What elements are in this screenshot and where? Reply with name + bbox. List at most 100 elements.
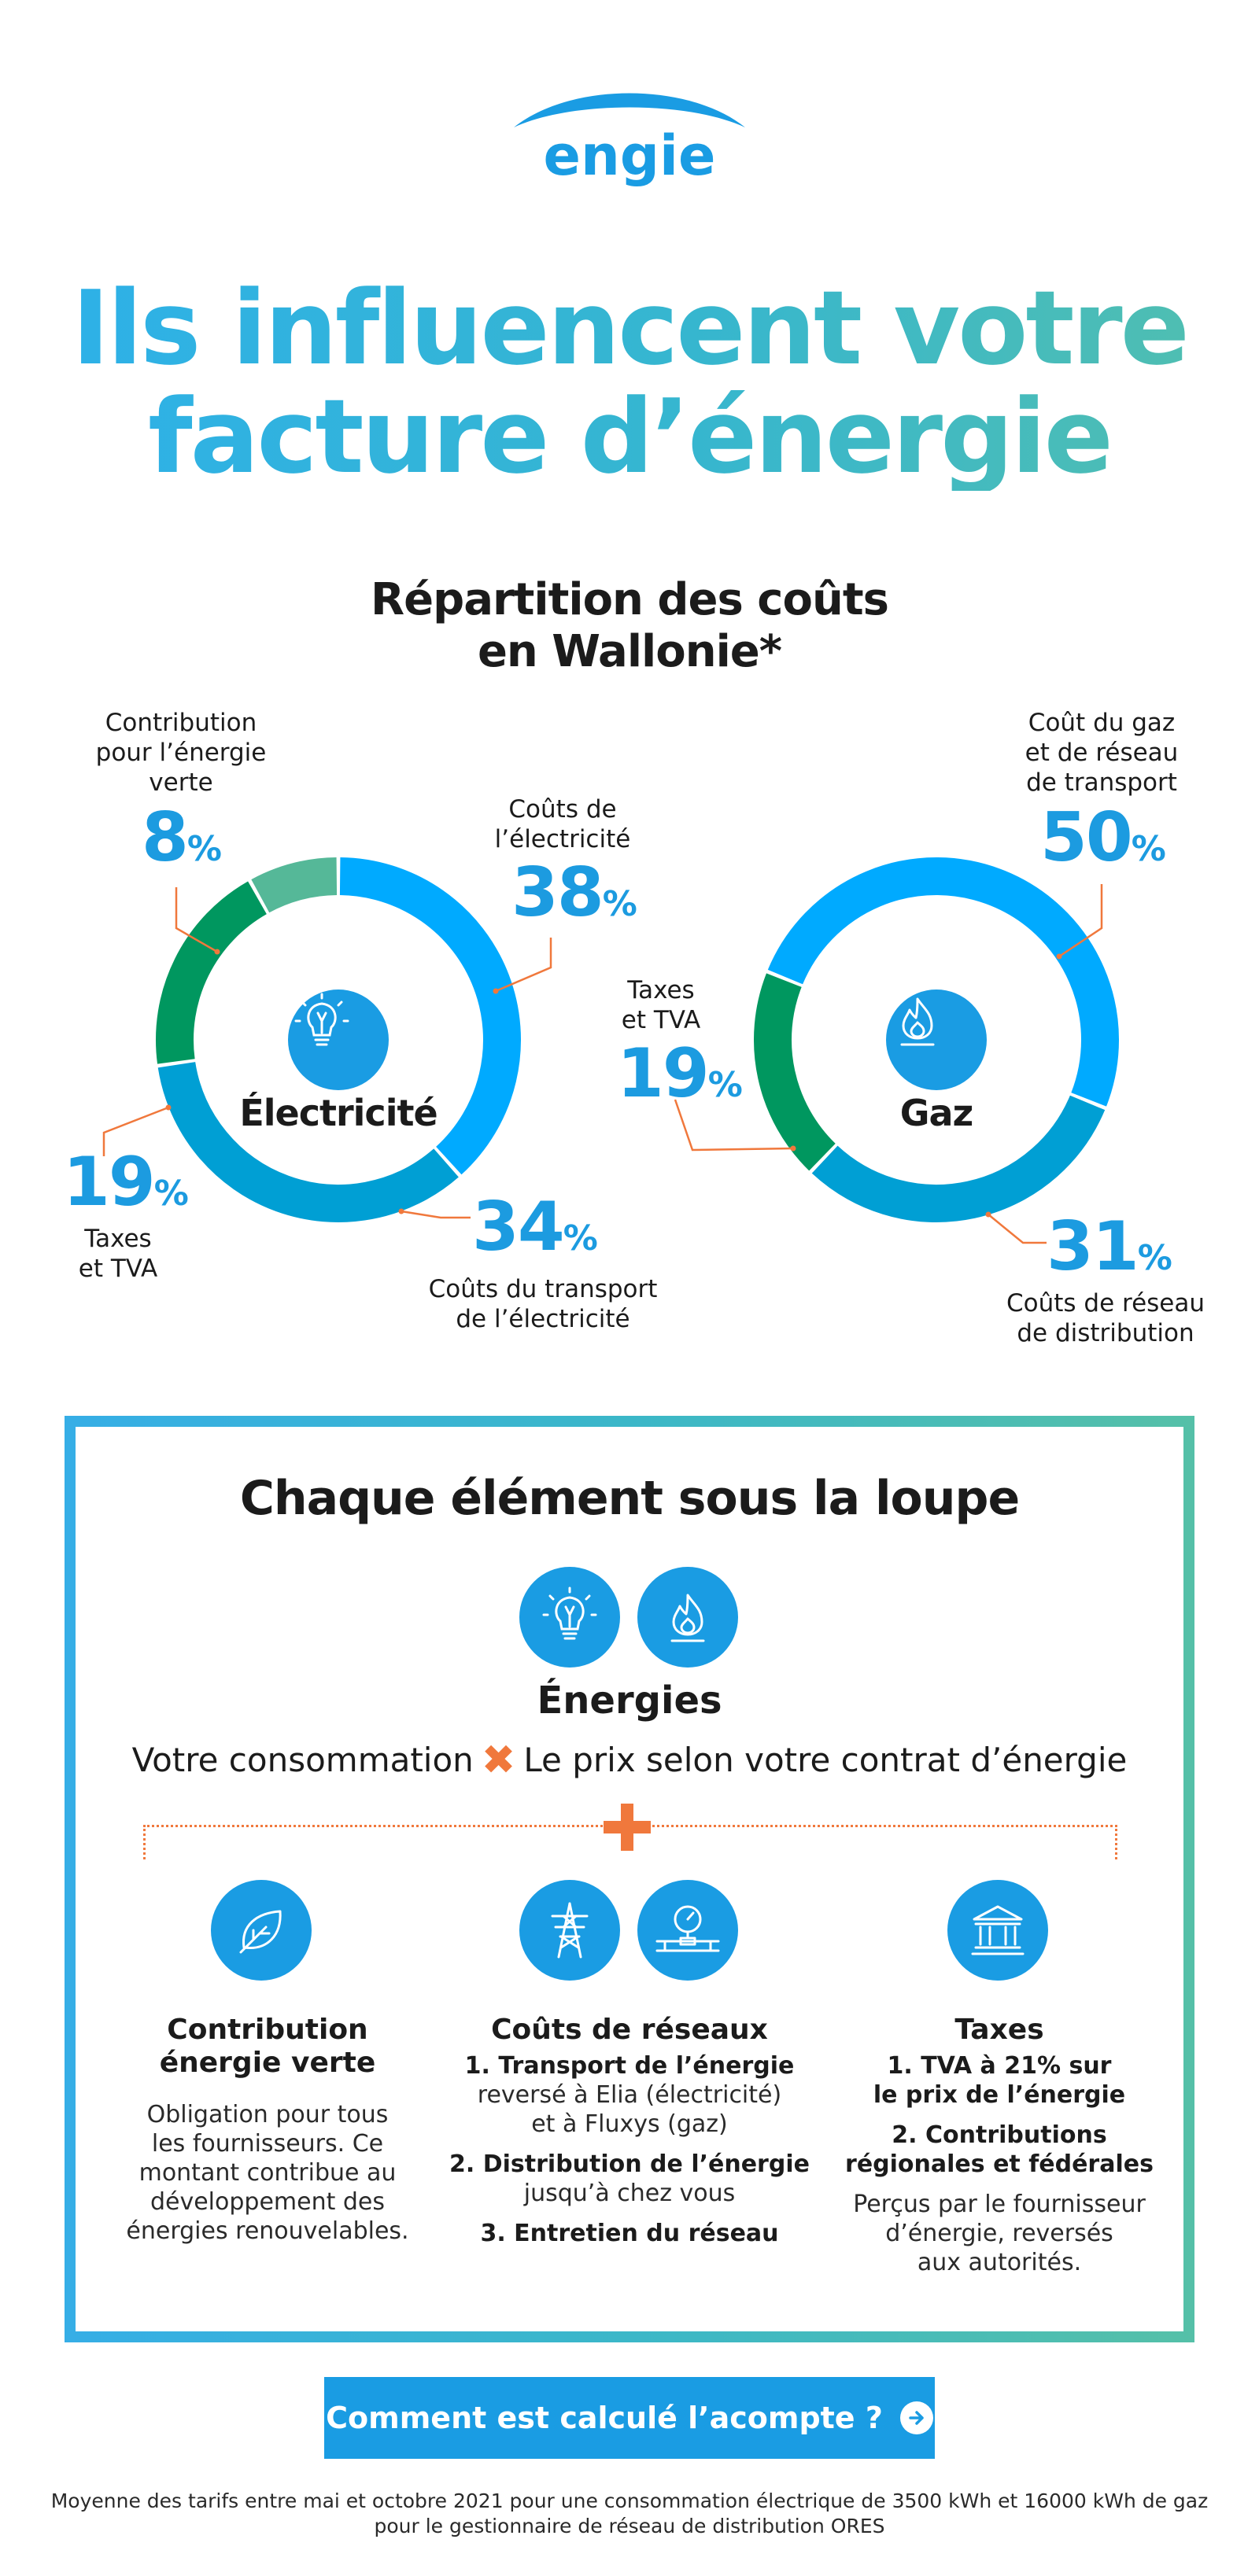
headline-line-1: Ils influencent votre xyxy=(72,268,1187,388)
label-line: de transport xyxy=(1026,768,1177,797)
label-line: de l’électricité xyxy=(456,1305,630,1333)
taxes-column: Taxes 1. TVA à 21% sur le prix de l’éner… xyxy=(834,2014,1165,2277)
text-line: montant contribue au xyxy=(138,2159,397,2187)
label-line: Contribution xyxy=(105,709,257,737)
text-line: d’énergie, reversés xyxy=(885,2220,1113,2247)
value-number: 50 xyxy=(1040,798,1133,877)
elec-green-contribution-label: Contribution pour l’énergie verte xyxy=(87,708,275,798)
elec-taxes-value: 19% xyxy=(63,1147,189,1229)
cta-label: Comment est calculé l’acompte ? xyxy=(326,2401,883,2435)
elec-taxes-label: Taxes et TVA xyxy=(63,1224,173,1284)
cost-breakdown-charts: Électricité Gaz Contribution pour l’éner… xyxy=(0,692,1259,1376)
transport-item-title: 1. Transport de l’énergie xyxy=(464,2052,795,2080)
footnote: Moyenne des tarifs entre mai et octobre … xyxy=(0,2489,1259,2539)
elec-cost-leader-dot xyxy=(493,988,499,994)
text-line: 2. Contributions xyxy=(892,2121,1107,2149)
government-building-icon xyxy=(947,1880,1048,1981)
gas-donut-segment-2 xyxy=(754,973,836,1171)
gas-distribution-value: 31% xyxy=(1047,1211,1172,1294)
title-line: Contribution xyxy=(167,2014,368,2046)
elec-green-leader-dot xyxy=(214,949,220,955)
taxes-title: Taxes xyxy=(954,2014,1044,2046)
value-number: 38 xyxy=(511,853,604,932)
gas-donut-segment-1 xyxy=(811,1095,1106,1222)
headline-line-2: facture d’énergie xyxy=(148,377,1111,496)
gas-cost-leader xyxy=(1058,884,1103,958)
percent-sign: % xyxy=(1137,1238,1172,1278)
elec-cost-value: 38% xyxy=(511,857,637,940)
chart-section-title: Répartition des coûts en Wallonie* xyxy=(0,574,1259,678)
formula-left: Votre consommation xyxy=(131,1741,474,1779)
gas-distribution-leader xyxy=(988,1214,1047,1244)
subhead-line-2: en Wallonie* xyxy=(477,626,782,677)
gas-donut-segment-0 xyxy=(767,857,1119,1107)
multiply-icon: ✖ xyxy=(481,1737,516,1784)
elec-green-contribution-value: 8% xyxy=(142,802,222,885)
footnote-line-1: Moyenne des tarifs entre mai et octobre … xyxy=(50,2489,1209,2512)
text-line: énergies renouvelables. xyxy=(126,2217,409,2245)
label-line: l’électricité xyxy=(494,825,631,853)
elec-transport-leader-dot xyxy=(398,1208,404,1214)
electricity-donut-segment-3 xyxy=(251,857,338,913)
plus-icon xyxy=(604,1804,651,1851)
label-line: de distribution xyxy=(1017,1319,1194,1347)
subhead-line-1: Répartition des coûts xyxy=(371,574,889,625)
value-number: 31 xyxy=(1047,1207,1139,1286)
label-line: et de réseau xyxy=(1025,739,1179,767)
label-line: et TVA xyxy=(621,1006,701,1034)
text-line: jusqu’à chez vous xyxy=(523,2180,736,2207)
gas-taxes-leader-dot xyxy=(790,1145,796,1152)
percent-sign: % xyxy=(186,829,222,869)
percent-sign: % xyxy=(563,1218,598,1259)
pylon-icon xyxy=(519,1880,620,1981)
gas-cost-leader-dot xyxy=(1056,953,1062,960)
gas-distribution-label: Coûts de réseau de distribution xyxy=(984,1288,1228,1348)
elec-transport-label: Coûts du transport de l’électricité xyxy=(393,1274,692,1334)
network-costs-column: Coûts de réseaux 1. Transport de l’énerg… xyxy=(441,2014,818,2248)
contribution-column: Contribution énergie verte Obligation po… xyxy=(118,2014,417,2246)
gas-cost-value: 50% xyxy=(1040,802,1166,885)
text-line: aux autorités. xyxy=(917,2249,1082,2276)
label-line: Taxes xyxy=(84,1225,152,1253)
gas-meter-icon xyxy=(637,1880,738,1981)
gas-taxes-leader xyxy=(674,1099,794,1152)
arrow-right-icon xyxy=(899,2401,933,2434)
contribution-title: Contribution énergie verte xyxy=(118,2014,417,2080)
energies-formula: Votre consommation ✖ Le prix selon votre c… xyxy=(0,1734,1259,1784)
elec-cost-label: Coûts de l’électricité xyxy=(468,794,657,854)
electricity-donut-segment-0 xyxy=(339,857,521,1175)
distribution-item-title: 2. Distribution de l’énergie xyxy=(449,2150,810,2178)
details-title: Chaque élément sous la loupe xyxy=(239,1471,1020,1526)
flame-icon xyxy=(886,989,987,1090)
label-line: Coûts de réseau xyxy=(1006,1289,1205,1317)
text-line: 1. TVA à 21% sur xyxy=(887,2052,1112,2080)
elec-taxes-leader-dot xyxy=(165,1104,172,1111)
percent-sign: % xyxy=(153,1174,189,1214)
elec-green-leader xyxy=(175,887,218,953)
donut-charts xyxy=(102,857,1119,1244)
electricity-chart-title: Électricité xyxy=(239,1092,438,1134)
leaf-icon xyxy=(211,1880,312,1981)
label-line: et TVA xyxy=(78,1255,158,1283)
text-line: Obligation pour tous xyxy=(146,2101,389,2128)
text-line: développement des xyxy=(150,2188,386,2216)
text-line: reversé à Elia (électricité) xyxy=(477,2081,782,2109)
maintenance-item-title: 3. Entretien du réseau xyxy=(480,2220,779,2247)
logo-text: engie xyxy=(544,123,716,188)
label-line: Coûts de xyxy=(508,795,617,824)
deposit-calculation-button[interactable]: Comment est calculé l’acompte ? xyxy=(324,2377,935,2459)
elec-cost-leader xyxy=(495,938,552,993)
gas-cost-label: Coût du gaz et de réseau de transport xyxy=(999,708,1204,798)
text-line: Perçus par le fournisseur xyxy=(853,2191,1146,2218)
footnote-line-2: pour le gestionnaire de réseau de distri… xyxy=(374,2515,885,2537)
network-costs-title: Coûts de réseaux xyxy=(491,2014,768,2046)
percent-sign: % xyxy=(707,1065,743,1105)
flame-icon xyxy=(637,1567,738,1668)
label-line: Coûts du transport xyxy=(428,1275,658,1303)
gas-taxes-value: 19% xyxy=(617,1038,743,1121)
label-line: verte xyxy=(149,768,213,797)
elec-transport-value: 34% xyxy=(472,1192,598,1274)
label-line: pour l’énergie xyxy=(95,739,267,767)
electricity-donut-segment-2 xyxy=(156,881,268,1064)
gas-distribution-leader-dot xyxy=(985,1211,991,1218)
